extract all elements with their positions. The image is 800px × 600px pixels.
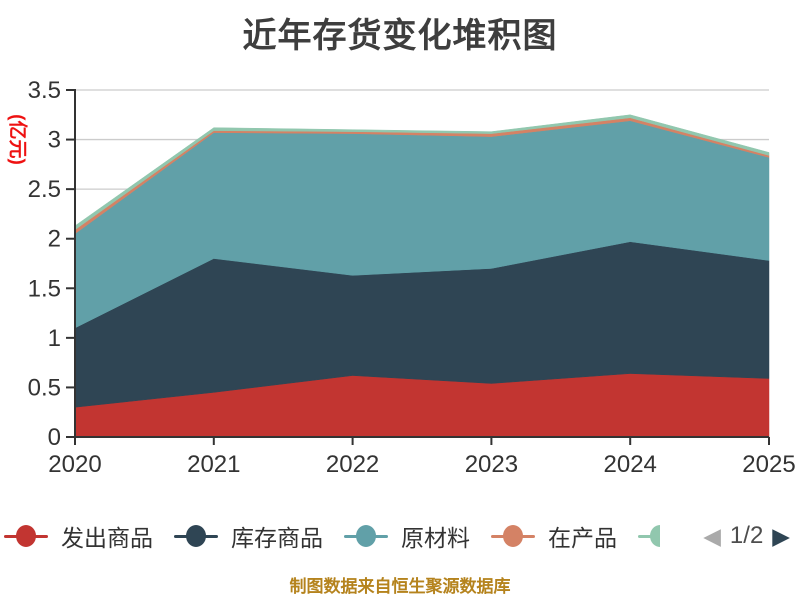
legend: 发出商品 库存商品 原材料 在产品 ◀ 1/2 ▶ (4, 518, 796, 554)
legend-item-label: 原材料 (401, 525, 470, 551)
data-source-note: 制图数据来自恒生聚源数据库 (289, 577, 511, 596)
legend-item-goods-shipped[interactable]: 发出商品 (4, 519, 153, 553)
line-circle-marker-icon (491, 524, 535, 548)
line-circle-marker-icon (4, 524, 48, 548)
x-axis-tick-label: 2022 (326, 451, 379, 478)
legend-page-indicator: 1/2 (729, 522, 764, 549)
x-axis-tick-label: 2024 (604, 451, 657, 478)
area-series-5[interactable] (74, 114, 770, 231)
y-axis-tick-label: 2.5 (28, 176, 61, 203)
legend-item-label: 发出商品 (61, 525, 153, 551)
legend-item-raw-materials[interactable]: 原材料 (344, 519, 470, 553)
legend-item-truncated[interactable] (638, 524, 660, 548)
y-axis-tick-label: 0 (48, 424, 61, 451)
legend-item-work-in-process[interactable]: 在产品 (491, 519, 617, 553)
legend-next-arrow-icon[interactable]: ▶ (772, 522, 790, 549)
y-axis-tick-label: 0.5 (28, 374, 61, 401)
y-axis-tick-label: 1 (48, 325, 61, 352)
legend-item-goods-in-stock[interactable]: 库存商品 (174, 519, 323, 553)
x-axis-tick-label: 2020 (48, 451, 101, 478)
chart-title: 近年存货变化堆积图 (242, 17, 558, 55)
y-axis-tick-label: 2 (48, 226, 61, 253)
legend-prev-arrow-icon[interactable]: ◀ (703, 522, 721, 549)
y-axis-tick-label: 3.5 (28, 77, 61, 104)
legend-item-label: 库存商品 (231, 525, 323, 551)
y-axis-tick-label: 1.5 (28, 275, 61, 302)
line-circle-marker-icon (344, 524, 388, 548)
x-axis-tick-label: 2023 (465, 451, 518, 478)
line-circle-marker-icon (174, 524, 218, 548)
x-axis-tick-label: 2021 (187, 451, 240, 478)
y-axis-tick-label: 3 (48, 127, 61, 154)
x-axis-tick-label: 2025 (742, 451, 795, 478)
legend-item-label: 在产品 (548, 525, 617, 551)
legend-pager: ◀ 1/2 ▶ (703, 522, 796, 550)
clipped-marker-icon (638, 524, 660, 548)
